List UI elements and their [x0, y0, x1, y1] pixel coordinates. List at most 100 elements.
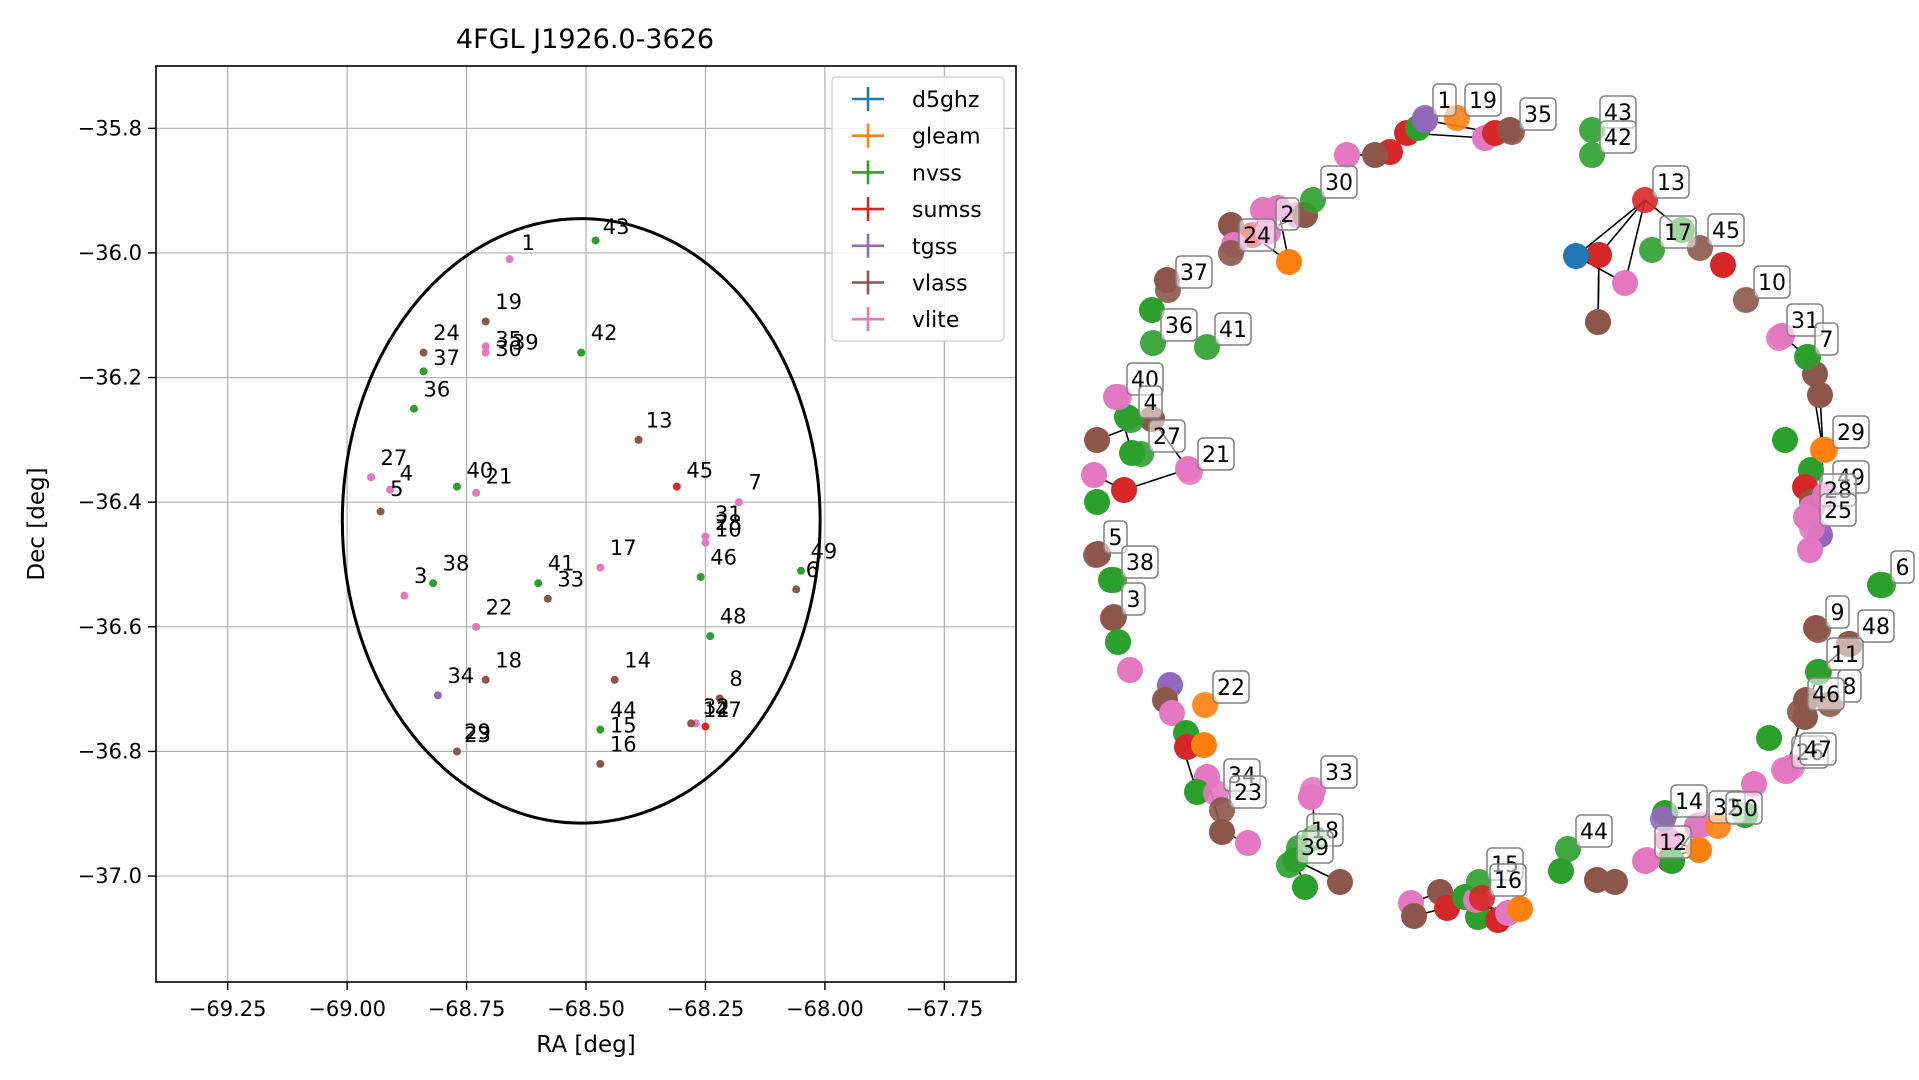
source-label: 35 — [495, 327, 522, 351]
legend-label-nvss: nvss — [912, 161, 962, 186]
graph-node-gleam — [1812, 437, 1838, 463]
source-label: 32 — [703, 695, 730, 719]
graph-node-vlite — [1799, 515, 1825, 541]
graph-label-box — [1229, 775, 1267, 809]
graph-label-box — [1175, 255, 1213, 289]
graph-node-gleam — [1192, 692, 1218, 718]
source-point-vlite — [596, 563, 605, 572]
graph-label: 19 — [1469, 89, 1497, 114]
graph-label-box — [1725, 791, 1763, 825]
graph-node-vlass — [1807, 382, 1833, 408]
legend-box — [831, 76, 1005, 342]
graph-node-nvss — [1772, 427, 1798, 453]
source-label: 48 — [720, 605, 747, 629]
x-tick-label: −68.00 — [786, 997, 864, 1021]
source-point-sumss — [701, 722, 710, 731]
source-point-vlite — [505, 255, 514, 264]
graph-node-gleam — [1276, 249, 1302, 275]
graph-node-nvss — [1128, 441, 1154, 467]
y-tick-label: −37.0 — [78, 864, 142, 888]
graph-node-vlite — [1177, 459, 1203, 485]
source-point-nvss — [410, 404, 418, 413]
source-point-vlite — [472, 622, 481, 631]
y-tick-label: −36.2 — [78, 366, 142, 390]
legend-label-tgss: tgss — [912, 235, 958, 260]
graph-label-box — [1103, 520, 1128, 554]
graph-node-vlass — [1362, 142, 1388, 168]
graph-label: 23 — [1234, 781, 1262, 806]
graph-node-vlass — [1083, 542, 1109, 568]
graph-label: 37 — [1180, 261, 1208, 286]
graph-node-nvss — [1184, 779, 1210, 805]
graph-label: 41 — [1219, 318, 1247, 343]
error-ellipse — [340, 217, 822, 825]
graph-node-vlite — [1081, 462, 1107, 488]
legend-label-vlass: vlass — [912, 272, 968, 297]
graph-label-box — [1825, 595, 1850, 629]
graph-node-nvss — [1548, 858, 1574, 884]
source-label: 21 — [486, 464, 513, 488]
source-label: 4 — [400, 461, 413, 485]
graph-label-box — [1296, 830, 1334, 864]
graph-node-vlite — [1300, 777, 1326, 803]
source-point-vlite — [386, 485, 395, 494]
graph-label-box — [1160, 308, 1198, 342]
graph-node-vlite — [1799, 495, 1825, 521]
graph-node-vlite — [1106, 384, 1132, 410]
source-point-vlass — [481, 675, 490, 684]
source-label: 23 — [464, 723, 491, 747]
graph-label-box — [1753, 265, 1791, 299]
graph-label: 46 — [1812, 683, 1840, 708]
graph-label: 16 — [1494, 869, 1522, 894]
graph-node-gleam — [1686, 837, 1712, 863]
graph-label-box — [1707, 213, 1745, 247]
legend: d5ghz gleam nvss sumss tgss vlass vlite — [831, 76, 1005, 342]
graph-node-nvss — [1084, 489, 1110, 515]
source-points — [367, 236, 805, 768]
source-label: 37 — [433, 346, 460, 370]
source-point-vlass — [543, 594, 552, 603]
graph-label: 25 — [1824, 499, 1852, 524]
graph-label-box — [1138, 385, 1163, 419]
source-point-vlite — [400, 591, 409, 600]
graph-node-vlass — [1218, 240, 1244, 266]
graph-label-box — [1212, 670, 1250, 704]
graph-label: 47 — [1804, 738, 1832, 763]
graph-node-sumss — [1469, 885, 1495, 911]
source-label: 13 — [646, 408, 673, 432]
legend-label-gleam: gleam — [912, 125, 981, 150]
graph-node-vlass — [1084, 427, 1110, 453]
graph-label-box — [1652, 165, 1690, 199]
x-tick-label: −68.75 — [428, 997, 506, 1021]
source-point-vlite — [472, 488, 481, 497]
graph-label-box — [1575, 814, 1613, 848]
graph-label-box — [1786, 303, 1824, 337]
graph-node-vlass — [1209, 797, 1235, 823]
source-point-tgss — [433, 691, 442, 700]
graph-node-vlass — [1209, 819, 1235, 845]
graph-node-nvss — [1794, 344, 1820, 370]
graph-label: 22 — [1217, 676, 1245, 701]
graph-label: 17 — [1664, 221, 1692, 246]
source-label: 49 — [811, 539, 838, 563]
graph-node-sumss — [1111, 477, 1137, 503]
source-point-vlite — [701, 532, 710, 541]
graph-node-vlass — [1733, 287, 1759, 313]
source-label: 18 — [495, 648, 522, 672]
graph-label-box — [1121, 545, 1159, 579]
source-point-vlass — [376, 507, 385, 516]
graph-label-box — [1654, 825, 1692, 859]
source-label: 47 — [715, 698, 742, 722]
graph-label-box — [1832, 415, 1870, 449]
graph-label: 36 — [1165, 314, 1193, 339]
graph-node-vlass — [1155, 277, 1181, 303]
source-point-nvss — [696, 572, 705, 581]
graph-label-box — [1814, 322, 1839, 356]
graph-node-vlite — [1117, 657, 1143, 683]
source-label: 3 — [414, 564, 427, 588]
graph-edge — [1624, 199, 1646, 284]
graph-node-vlass — [1787, 699, 1813, 725]
